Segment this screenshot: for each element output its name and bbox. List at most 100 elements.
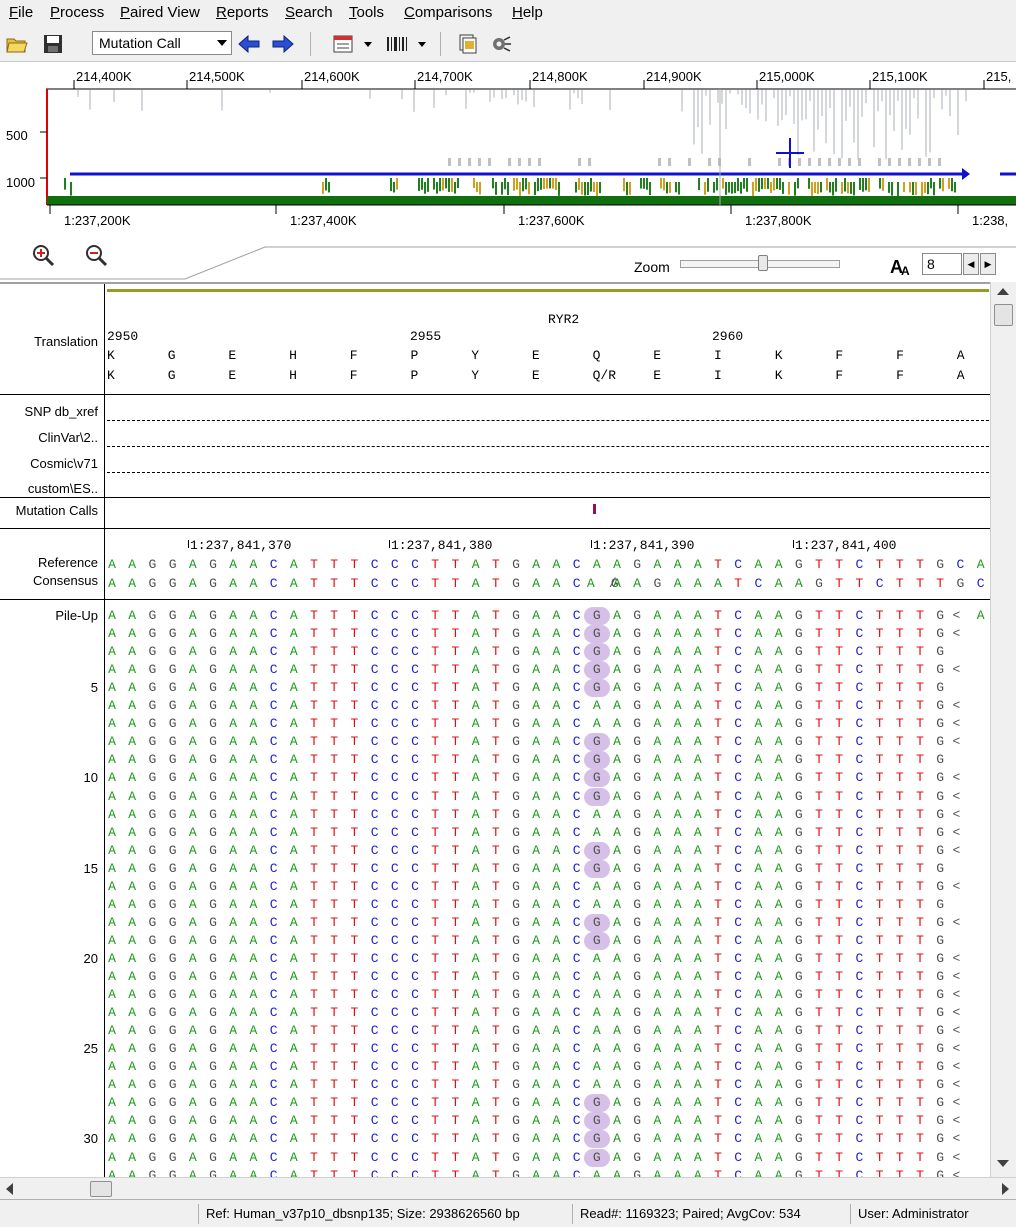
read-base: G (794, 1005, 803, 1021)
read-base: T (875, 644, 884, 660)
read-base: T (491, 842, 500, 858)
read-base: T (835, 806, 844, 822)
read-base: A (128, 734, 137, 750)
read-base: A (693, 752, 702, 768)
consensus-base: C (572, 576, 581, 591)
export-icon[interactable] (455, 31, 481, 57)
read-base: T (431, 1167, 440, 1177)
read-base: G (168, 698, 177, 714)
read-base: T (916, 680, 924, 696)
read-base: T (875, 950, 884, 966)
scroll-left-icon[interactable] (6, 1183, 13, 1195)
read-base: G (794, 987, 803, 1003)
back-arrow-icon[interactable] (236, 31, 262, 57)
read-base: G (168, 608, 177, 623)
read-base: T (491, 1095, 500, 1111)
read-base: G (592, 788, 601, 804)
read-base: G (794, 1113, 803, 1129)
read-base: T (714, 626, 722, 642)
menu-search[interactable]: Search (285, 4, 333, 21)
horizontal-scrollbar[interactable] (0, 1177, 1016, 1199)
read-base: T (310, 1131, 318, 1147)
read-base: A (552, 626, 561, 642)
read-base: C (855, 662, 864, 678)
read-base: T (330, 770, 339, 786)
barcode-icon[interactable] (384, 31, 410, 57)
zoom-in-icon[interactable] (30, 243, 56, 269)
read-base: A (471, 896, 480, 912)
read-base: T (330, 1149, 339, 1165)
read-base: C (572, 932, 581, 948)
sequence-view[interactable]: Translation SNP db_xref ClinVar\2.. Cosm… (0, 282, 1016, 1177)
zoom-slider-thumb[interactable] (758, 255, 769, 271)
read-base: A (128, 1131, 137, 1147)
read-base: T (835, 662, 844, 678)
mode-select[interactable]: Mutation Call (92, 31, 232, 55)
menu-file[interactable]: File (9, 4, 34, 21)
open-folder-icon[interactable] (4, 31, 30, 57)
read-base: T (451, 698, 460, 714)
read-base: T (875, 752, 884, 768)
read-base: T (350, 608, 359, 623)
read-base: G (148, 716, 157, 732)
menu-comparisons[interactable]: Comparisons (404, 4, 493, 21)
forward-arrow-icon[interactable] (270, 31, 296, 57)
zoom-out-icon[interactable] (83, 243, 109, 269)
read-base: T (916, 878, 924, 894)
read-base: A (289, 698, 298, 714)
read-base: G (794, 914, 803, 930)
coordinate-label: 1:237,841,400 (795, 538, 897, 553)
read-base: C (390, 987, 399, 1003)
menu-process[interactable]: Process (50, 4, 105, 21)
read-base: T (815, 1077, 823, 1093)
read-base: T (310, 1095, 318, 1111)
read-base: T (431, 644, 440, 660)
read-base: G (936, 914, 945, 930)
read-base: A (188, 680, 197, 696)
read-base: T (431, 969, 440, 984)
font-size-decrease-button[interactable]: ◀ (963, 253, 979, 275)
menu-reports[interactable]: Reports (216, 4, 269, 21)
read-base: T (895, 788, 904, 804)
scroll-down-icon[interactable] (997, 1160, 1009, 1167)
horizontal-scroll-thumb[interactable] (90, 1181, 112, 1197)
read-base: C (370, 860, 379, 876)
top-axis-tick-label: 215,000K (759, 69, 815, 84)
read-base: T (491, 896, 500, 912)
vertical-scroll-thumb[interactable] (994, 304, 1013, 326)
font-size-input[interactable]: 8 (922, 253, 962, 275)
read-base: T (835, 1023, 844, 1039)
font-size-increase-button[interactable]: ▶ (980, 253, 996, 275)
read-base: G (794, 842, 803, 858)
menu-help[interactable]: Help (512, 4, 543, 21)
read-base: T (875, 987, 884, 1003)
save-icon[interactable] (40, 31, 66, 57)
read-base: T (330, 788, 339, 804)
read-base: C (390, 1167, 399, 1177)
scroll-up-icon[interactable] (997, 288, 1009, 295)
report-icon[interactable] (330, 31, 356, 57)
vertical-scrollbar[interactable] (990, 282, 1016, 1177)
barcode-dropdown-icon[interactable] (418, 42, 426, 47)
read-clip-marker: < (952, 698, 961, 714)
read-base: T (491, 626, 500, 642)
menu-paired-view[interactable]: Paired View (120, 4, 200, 21)
mutation-call-marker[interactable] (593, 504, 596, 514)
read-base: A (754, 1059, 763, 1075)
report-dropdown-icon[interactable] (364, 42, 372, 47)
read-base: T (491, 734, 500, 750)
read-base: A (471, 680, 480, 696)
genome-overview[interactable]: 214,400K 214,500K 214,600K 214,700K 214,800K… (0, 62, 1016, 282)
read-base: C (269, 1041, 278, 1057)
read-base: T (350, 1167, 359, 1177)
read-base: T (916, 1041, 924, 1057)
read-base: A (532, 1005, 541, 1021)
menu-tools[interactable]: Tools (349, 4, 385, 21)
scroll-right-icon[interactable] (1002, 1183, 1009, 1195)
settings-icon[interactable] (488, 31, 514, 57)
read-base: A (552, 860, 561, 876)
read-base: T (491, 1113, 500, 1129)
coverage-overview-plot[interactable] (0, 62, 1016, 242)
read-base: A (108, 1041, 116, 1057)
read-base: T (431, 1041, 440, 1057)
